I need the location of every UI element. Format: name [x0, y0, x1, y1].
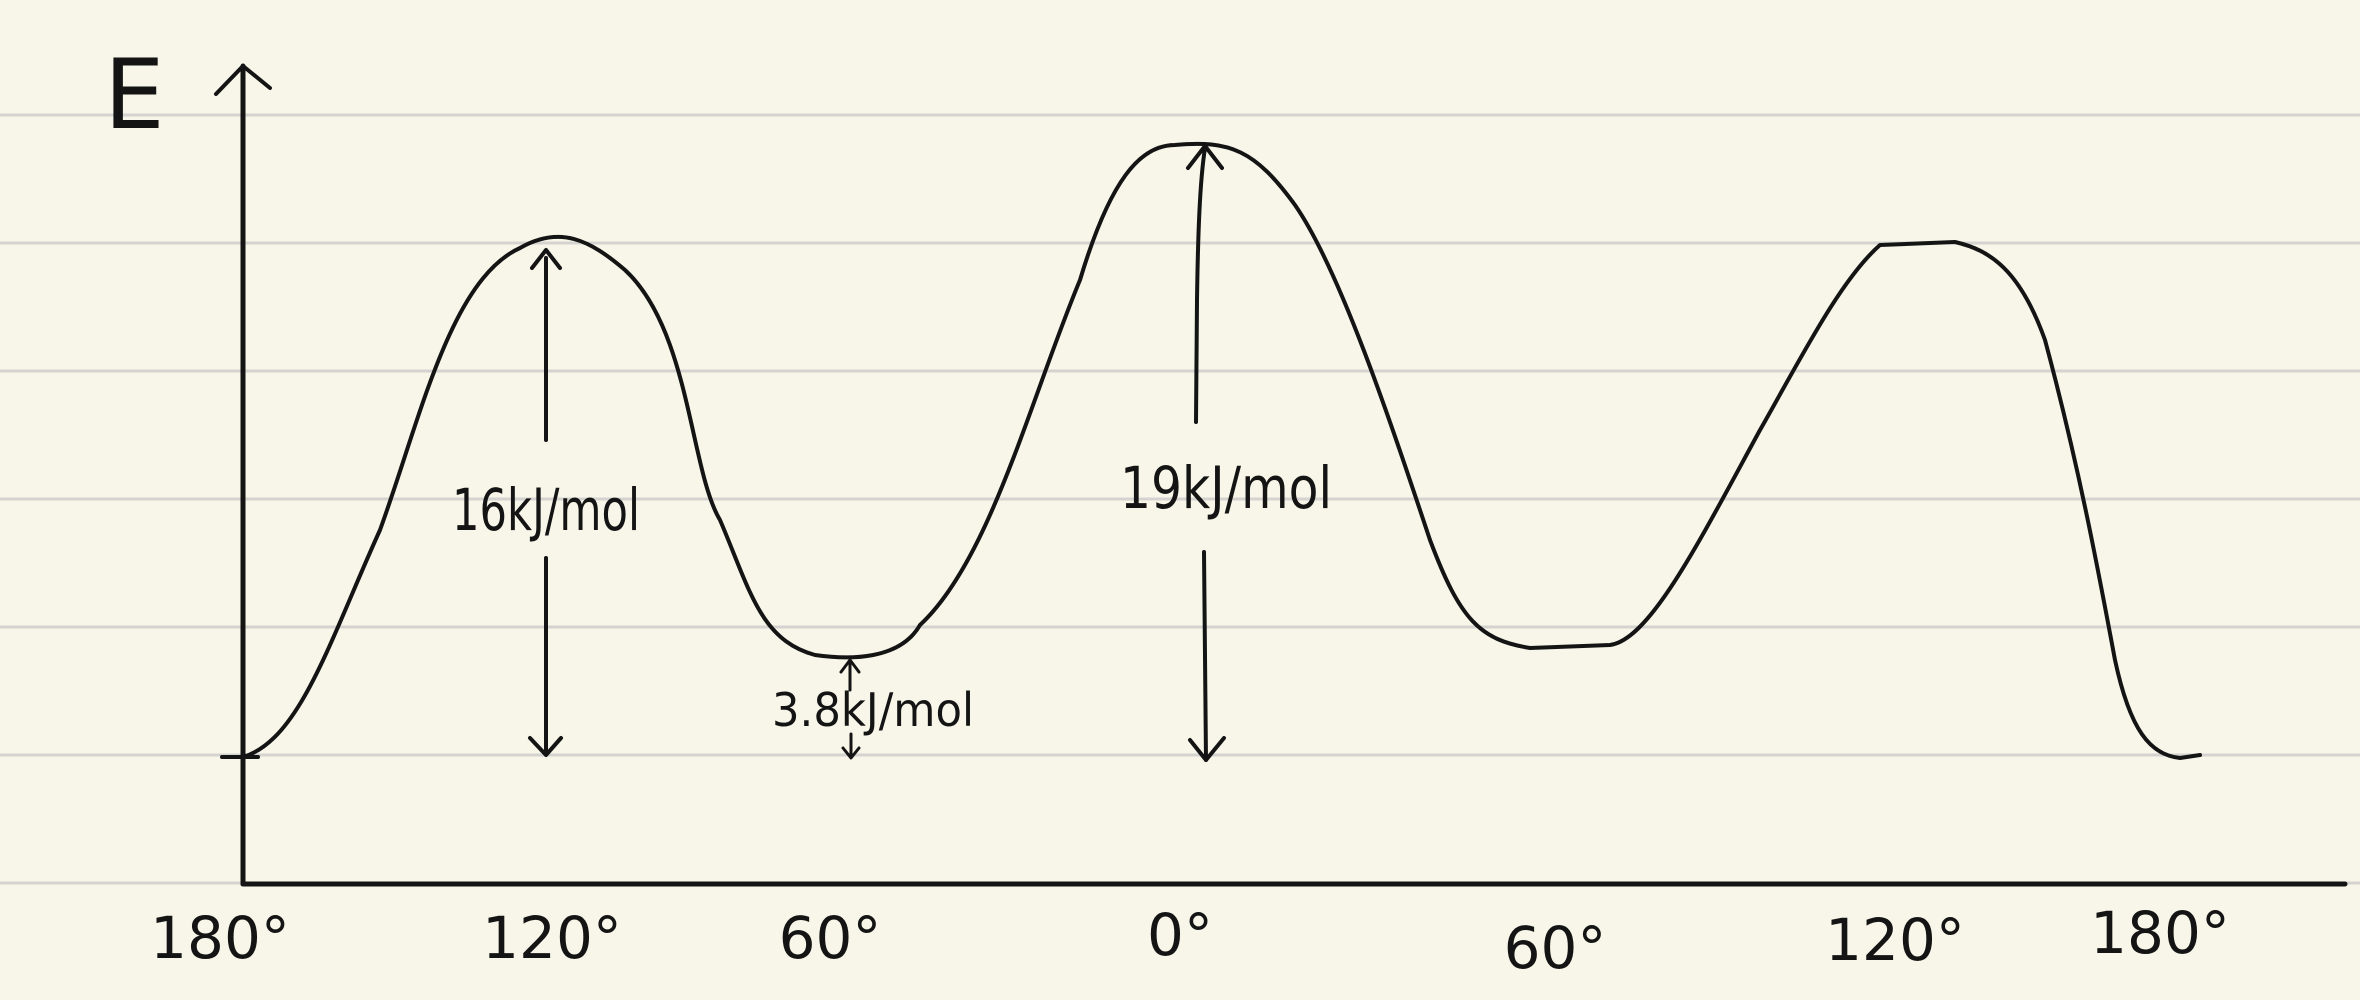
y-axis-label: E — [104, 39, 165, 151]
arrowhead-down — [528, 736, 563, 757]
x-tick-label: 180° — [2090, 899, 2230, 967]
arrow-shaft-upper — [1194, 146, 1207, 424]
barrier-left-arrow — [528, 248, 563, 757]
x-tick-label: 180° — [150, 904, 290, 972]
energy-curve — [241, 141, 2202, 760]
barrier-center-label: 19kJ/mol — [1120, 454, 1332, 522]
barrier-left-label: 16kJ/mol — [452, 476, 640, 544]
x-tick-labels: 180° 120° 60° 0° 60° 120° 180° — [150, 899, 2230, 982]
x-tick-label: 60° — [1504, 914, 1607, 982]
arrowhead-up — [1186, 144, 1224, 170]
gauche-gap-arrow — [839, 658, 861, 760]
barrier-center-arrow — [1186, 144, 1226, 762]
gauche-gap-label: 3.8kJ/mol — [772, 683, 974, 737]
x-tick-label: 60° — [779, 904, 882, 972]
arrowhead-down — [841, 746, 861, 760]
arrowhead-up — [839, 658, 861, 674]
x-tick-label: 0° — [1147, 901, 1213, 969]
x-tick-label: 120° — [482, 904, 622, 972]
y-axis — [214, 63, 272, 887]
arrowhead-down — [1188, 736, 1226, 762]
arrow-shaft-lower — [1202, 550, 1208, 762]
arrowhead-up — [530, 248, 562, 270]
x-tick-label: 120° — [1825, 906, 1965, 974]
y-axis-arrowhead — [214, 64, 272, 96]
